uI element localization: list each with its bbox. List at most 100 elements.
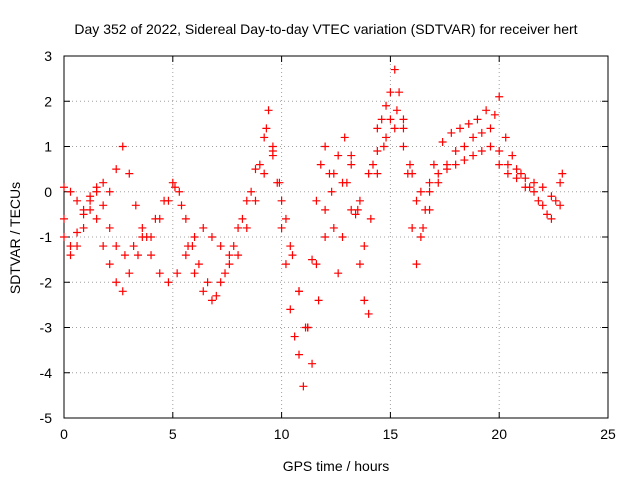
data-point: [558, 169, 567, 178]
data-point: [312, 260, 321, 269]
data-point: [234, 251, 243, 260]
data-point: [112, 242, 121, 251]
data-point: [390, 124, 399, 133]
data-point: [112, 278, 121, 287]
data-point: [181, 214, 190, 223]
data-point: [373, 124, 382, 133]
data-point: [164, 278, 173, 287]
data-point: [288, 251, 297, 260]
data-point: [281, 214, 290, 223]
data-point: [366, 214, 375, 223]
y-tick-label: -2: [40, 274, 53, 290]
data-point: [530, 178, 539, 187]
data-point: [312, 196, 321, 205]
data-point: [151, 214, 160, 223]
data-point: [277, 223, 286, 232]
data-point: [482, 106, 491, 115]
data-point: [530, 187, 539, 196]
data-point: [260, 133, 269, 142]
data-point: [538, 183, 547, 192]
data-point: [286, 242, 295, 251]
data-point: [347, 160, 356, 169]
data-point: [551, 196, 560, 205]
data-point: [442, 165, 451, 174]
data-point: [125, 169, 134, 178]
data-point: [129, 242, 138, 251]
series-trace-c: [60, 124, 565, 332]
data-point: [105, 187, 114, 196]
data-point: [547, 214, 556, 223]
data-point: [395, 88, 404, 97]
data-point: [79, 210, 88, 219]
x-tick-label: 0: [60, 426, 68, 442]
x-tick-label: 10: [274, 426, 290, 442]
axis-ticks: 0 5 10 15 20 25 -5 -4 -3 -2 -1 0 1 2 3: [40, 48, 616, 442]
data-point: [338, 178, 347, 187]
data-point: [314, 296, 323, 305]
data-point: [194, 260, 203, 269]
data-point: [295, 350, 304, 359]
data-point: [534, 196, 543, 205]
data-point: [308, 255, 317, 264]
y-tick-label: 2: [44, 93, 52, 109]
data-point: [168, 178, 177, 187]
data-point: [329, 169, 338, 178]
data-point: [199, 287, 208, 296]
data-point: [521, 183, 530, 192]
data-point: [399, 124, 408, 133]
data-point: [216, 278, 225, 287]
data-point: [503, 169, 512, 178]
data-point: [120, 251, 129, 260]
data-point: [234, 223, 243, 232]
data-point: [460, 142, 469, 151]
data-point: [260, 169, 269, 178]
data-point: [216, 242, 225, 251]
data-point: [99, 178, 108, 187]
data-point: [199, 223, 208, 232]
data-point: [408, 223, 417, 232]
y-tick-label: -4: [40, 365, 53, 381]
data-point: [60, 233, 68, 241]
data-point: [405, 160, 414, 169]
chart-title: Day 352 of 2022, Sidereal Day-to-day VTE…: [74, 21, 577, 37]
data-point: [251, 196, 260, 205]
data-point: [321, 205, 330, 214]
data-point: [264, 106, 273, 115]
data-point: [79, 223, 88, 232]
data-point: [138, 233, 147, 241]
data-point: [508, 151, 517, 160]
data-point: [516, 169, 525, 178]
data-point: [118, 287, 127, 296]
data-point: [512, 174, 521, 183]
data-point: [419, 223, 428, 232]
data-point: [456, 124, 465, 133]
data-point: [379, 142, 388, 151]
data-point: [286, 305, 295, 314]
data-point: [360, 242, 369, 251]
x-tick-label: 20: [491, 426, 507, 442]
data-point: [538, 201, 547, 210]
data-point: [501, 133, 510, 142]
data-point: [451, 147, 460, 156]
data-point: [177, 201, 186, 210]
data-point: [295, 287, 304, 296]
y-tick-label: 1: [44, 139, 52, 155]
data-point: [207, 233, 216, 241]
data-point: [386, 88, 395, 97]
data-point: [338, 233, 347, 241]
y-tick-label: 3: [44, 48, 52, 64]
data-point: [368, 160, 377, 169]
data-point: [175, 187, 184, 196]
series-trace-a: [60, 65, 567, 391]
data-point: [373, 147, 382, 156]
data-point: [355, 260, 364, 269]
data-point: [425, 205, 434, 214]
y-axis-label: SDTVAR / TECUs: [7, 182, 23, 294]
data-point: [221, 269, 230, 278]
data-point: [255, 160, 264, 169]
data-point: [290, 332, 299, 341]
data-point: [495, 147, 504, 156]
data-point: [543, 210, 552, 219]
data-point: [360, 296, 369, 305]
